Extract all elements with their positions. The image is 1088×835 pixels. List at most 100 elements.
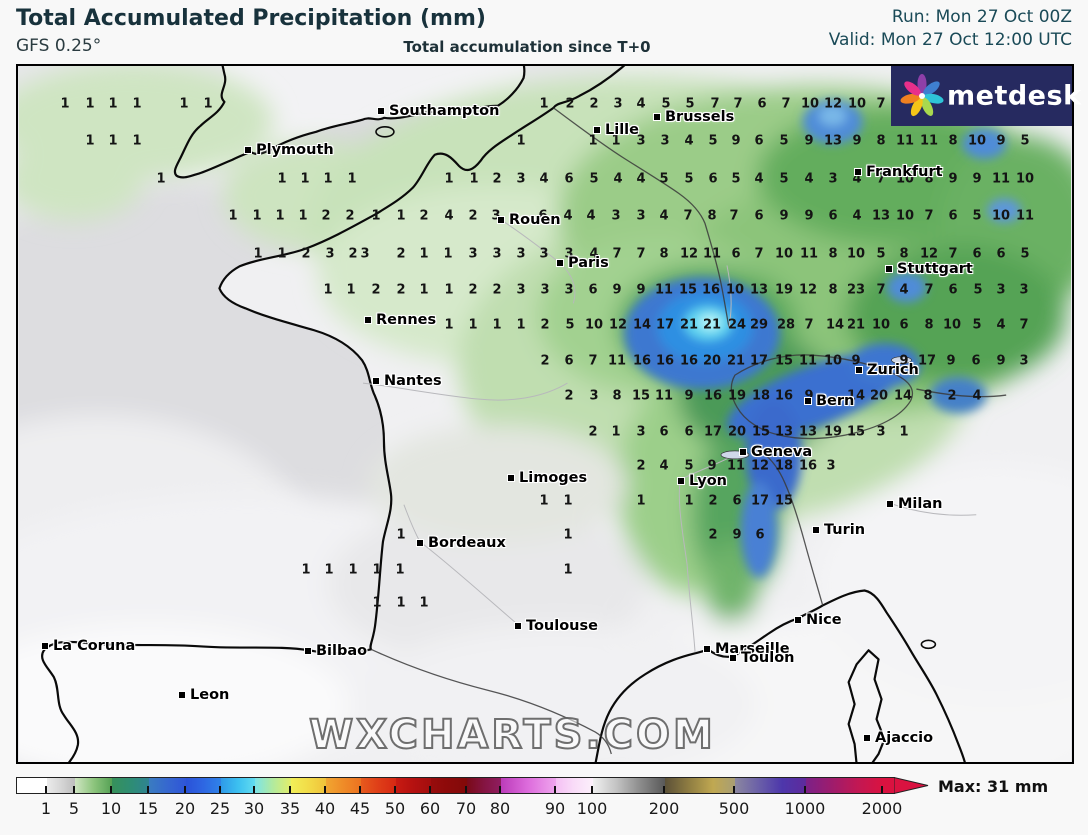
precip-value: 12 (823, 96, 843, 112)
precip-value: 6 (996, 246, 1006, 262)
precip-value: 15 (678, 282, 698, 298)
precip-value: 7 (1019, 317, 1029, 333)
precip-value: 18 (774, 458, 794, 474)
precip-value: 9 (948, 171, 958, 187)
metdesk-flower-icon (900, 74, 944, 117)
colorbar-tick (45, 786, 47, 793)
city-label: Toulon (741, 650, 795, 666)
metdesk-logo-text: metdesk (947, 80, 1082, 112)
precip-value: 11 (654, 388, 674, 404)
precip-value: 15 (751, 424, 771, 440)
precip-value: 1 (300, 171, 310, 187)
precip-value: 1 (108, 96, 118, 112)
precip-value: 2 (371, 282, 381, 298)
precip-value: 7 (733, 96, 743, 112)
city-label: Paris (568, 255, 609, 271)
precip-value: 7 (948, 246, 958, 262)
precip-value: 1 (132, 96, 142, 112)
precip-value: 10 (774, 246, 794, 262)
map-frame: 1 1 1 1 1 1 1 2 2 3 4 5 5 7 7 6 7 10 12 10 7 1 1 1 1 1 1 3 3 4 5 9 6 5 9 13… (16, 64, 1081, 764)
city-marker-bordeaux (417, 540, 423, 546)
precip-value: 4 (684, 133, 694, 149)
precip-value: 1 (396, 208, 406, 224)
precip-value: 6 (564, 171, 574, 187)
precip-value: 16 (679, 353, 699, 369)
precip-value: 9 (899, 353, 909, 369)
colorbar-tick-label: 45 (349, 799, 371, 818)
city-marker-toulon (730, 655, 736, 661)
city-label: Bordeaux (428, 535, 506, 551)
precip-value: 16 (703, 388, 723, 404)
precip-value: 3 (1019, 282, 1029, 298)
precip-value: 1 (301, 562, 311, 578)
city-label: Turin (824, 522, 866, 538)
city-label: Southampton (389, 103, 500, 119)
precip-value: 12 (679, 246, 699, 262)
colorbar-tick-label: 70 (455, 799, 477, 818)
precip-value: 9 (636, 282, 646, 298)
precip-value: 2 (468, 282, 478, 298)
colorbar-tick (881, 786, 883, 793)
precip-value: 10 (895, 208, 915, 224)
colorbar-tick (324, 786, 326, 793)
precip-value: 1 (324, 562, 334, 578)
max-value-label: Max: 31 mm (938, 777, 1049, 796)
precip-value: 3 (660, 133, 670, 149)
precip-value: 4 (539, 171, 549, 187)
precip-value: 5 (779, 133, 789, 149)
precip-value: 9 (946, 353, 956, 369)
city-label: Toulouse (526, 618, 598, 634)
precip-value: 1 (179, 96, 189, 112)
city-label: Stuttgart (897, 261, 973, 277)
precip-value: 11 (702, 246, 722, 262)
precip-value: 13 (774, 424, 794, 440)
colorbar-tick (253, 786, 255, 793)
precip-value: 13 (823, 133, 843, 149)
precip-value: 9 (852, 133, 862, 149)
city-marker-rouen (498, 217, 504, 223)
precip-value: 19 (823, 424, 843, 440)
precip-value: 1 (371, 208, 381, 224)
precip-value: 7 (588, 353, 598, 369)
precip-value: 6 (708, 171, 718, 187)
precip-value: 14 (825, 317, 845, 333)
colorbar: Max: 31 mm 1 5 10 15 20 25 30 35 40 45 50 60 70 80 90 1… (16, 777, 1076, 829)
precip-value: 20 (727, 424, 747, 440)
colorbar-tick-label: 1 (40, 799, 52, 818)
precip-value: 9 (996, 353, 1006, 369)
precip-value: 1 (85, 96, 95, 112)
precip-value: 15 (774, 353, 794, 369)
precip-value: 8 (828, 282, 838, 298)
precip-value: 3 (516, 282, 526, 298)
valid-time: Valid: Mon 27 Oct 12:00 UTC (828, 30, 1072, 50)
city-marker-southampton (378, 108, 384, 114)
precip-value: 6 (684, 424, 694, 440)
colorbar-tick (110, 786, 112, 793)
precip-value: 12 (798, 282, 818, 298)
precip-value: 3 (492, 246, 502, 262)
precip-value: 2 (565, 96, 575, 112)
city-label: Rouen (509, 212, 561, 228)
city-label: Rennes (376, 312, 437, 328)
precip-value: 3 (540, 282, 550, 298)
precip-value: 7 (876, 282, 886, 298)
city-marker-geneva (740, 449, 746, 455)
precip-value: 4 (636, 171, 646, 187)
precip-value: 1 (539, 493, 549, 509)
precip-value: 11 (1015, 208, 1035, 224)
precip-value: 1 (132, 133, 142, 149)
precip-value: 8 (612, 388, 622, 404)
england-land (174, 66, 525, 178)
colorbar-tick-label: 20 (174, 799, 196, 818)
precip-value: 9 (732, 527, 742, 543)
colorbar-tick (429, 786, 431, 793)
precip-value: 6 (972, 246, 982, 262)
precip-value: 1 (588, 133, 598, 149)
city-marker-stuttgart (886, 266, 892, 272)
precip-value: 9 (972, 171, 982, 187)
precip-value: 2 (708, 527, 718, 543)
precip-value: 16 (798, 458, 818, 474)
precip-value: 21 (702, 317, 722, 333)
precip-value: 4 (852, 171, 862, 187)
precip-value: 2 (348, 246, 358, 262)
